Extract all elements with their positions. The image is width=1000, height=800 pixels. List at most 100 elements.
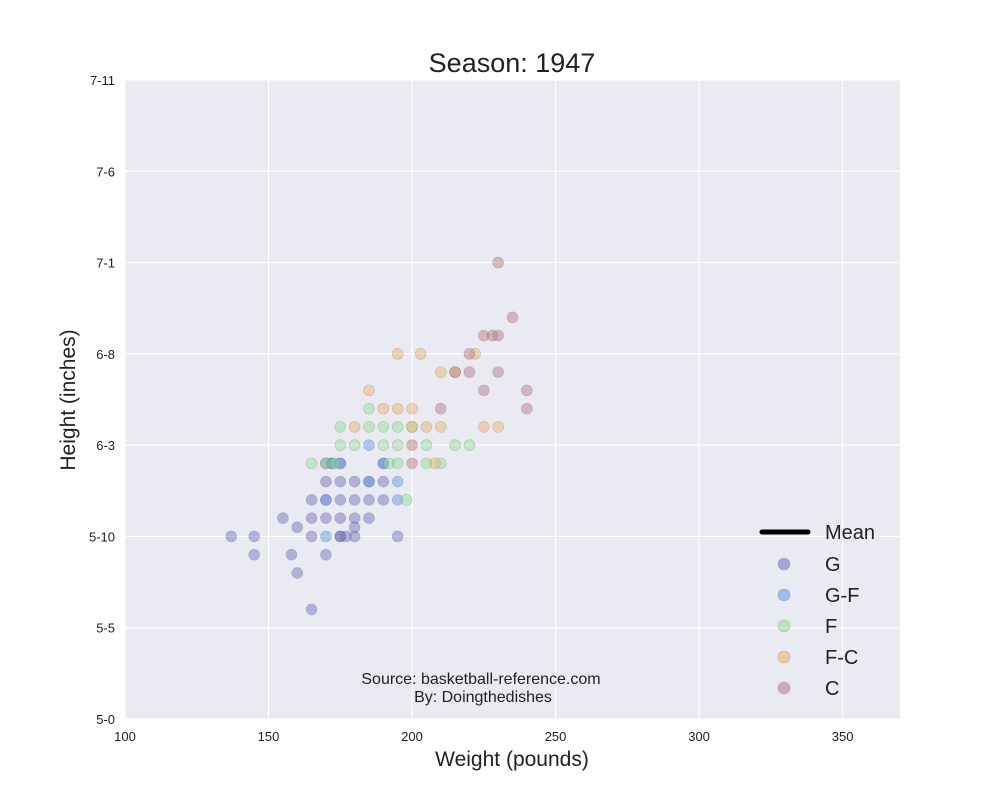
data-point: [492, 421, 504, 433]
x-tick-label: 150: [258, 729, 280, 744]
data-point: [406, 421, 418, 433]
data-point: [434, 402, 447, 415]
data-point: [248, 548, 260, 561]
data-point: [363, 421, 375, 433]
plot-area: [125, 80, 900, 719]
data-point: [391, 348, 404, 360]
data-point: [305, 457, 318, 470]
data-point: [420, 457, 433, 470]
data-point: [492, 366, 504, 378]
series-f: [305, 402, 476, 506]
data-point: [305, 494, 318, 506]
data-point: [391, 475, 404, 488]
data-point: [477, 421, 490, 433]
y-tick-label: 5-0: [96, 712, 115, 727]
data-point: [320, 548, 332, 561]
data-point: [334, 512, 347, 524]
data-point: [363, 402, 375, 415]
data-point: [320, 475, 332, 488]
data-point: [320, 457, 332, 470]
data-point: [492, 329, 504, 342]
data-point: [449, 439, 461, 451]
y-tick-label: 7-11: [90, 73, 115, 88]
data-point: [434, 457, 447, 470]
data-point: [391, 421, 404, 433]
data-point: [469, 348, 481, 360]
data-point: [248, 530, 260, 543]
data-point: [406, 439, 418, 451]
x-tick-label: 250: [545, 729, 567, 744]
data-point: [305, 530, 318, 543]
data-point: [477, 384, 490, 397]
chart-title: Season: 1947: [429, 48, 596, 78]
data-point: [348, 421, 361, 433]
data-point: [334, 530, 347, 543]
data-point: [391, 530, 404, 543]
x-tick-label: 100: [114, 729, 136, 744]
data-point: [363, 475, 375, 488]
data-point: [363, 494, 375, 506]
data-point: [363, 512, 375, 524]
data-point: [400, 494, 413, 506]
legend-marker-f: [777, 619, 791, 633]
data-point: [348, 439, 361, 451]
data-point: [334, 457, 347, 470]
data-point: [340, 530, 352, 543]
data-point: [377, 439, 390, 451]
data-point: [320, 494, 332, 506]
data-point: [348, 494, 361, 506]
data-point: [348, 530, 361, 543]
data-point: [377, 457, 390, 470]
y-tick-label: 5-10: [89, 529, 115, 544]
grid-lines: [124, 79, 900, 720]
data-point: [434, 421, 447, 433]
data-point: [334, 439, 347, 451]
legend-label-g: G: [825, 554, 841, 576]
data-point: [320, 512, 332, 524]
y-tick-label: 7-6: [96, 164, 115, 179]
x-tick-label: 350: [832, 729, 854, 744]
legend-marker-g: [777, 557, 791, 571]
data-point: [420, 439, 433, 451]
data-point: [334, 421, 347, 433]
legend-marker-c: [777, 681, 791, 695]
y-tick-label: 5-5: [96, 621, 115, 636]
data-point: [334, 475, 347, 488]
data-point: [449, 366, 461, 378]
data-point: [334, 457, 347, 470]
data-point: [363, 475, 375, 488]
data-point: [463, 366, 476, 378]
legend-marker-f-c: [777, 650, 791, 664]
series-c: [406, 256, 533, 470]
data-point: [328, 457, 341, 470]
data-point: [277, 512, 289, 524]
author-annotation: By: Doingthedishes: [414, 689, 552, 706]
y-tick-label: 7-1: [96, 256, 115, 271]
data-point: [463, 348, 476, 360]
data-point: [391, 494, 404, 506]
data-point: [420, 421, 433, 433]
data-point: [334, 530, 347, 543]
data-point: [406, 402, 418, 415]
data-point: [463, 439, 476, 451]
data-point: [305, 603, 318, 616]
data-point: [348, 521, 361, 534]
x-tick-label: 300: [688, 729, 710, 744]
data-point: [348, 512, 361, 524]
series-f-c: [348, 348, 504, 470]
legend-label-c: C: [825, 678, 839, 700]
data-point: [305, 512, 318, 524]
data-points: [225, 256, 533, 616]
data-point: [285, 548, 298, 561]
data-point: [506, 311, 519, 324]
data-point: [449, 366, 461, 378]
y-axis-title: Height (inches): [57, 329, 80, 470]
x-tick-label: 200: [401, 729, 423, 744]
data-point: [225, 530, 238, 543]
y-tick-label: 6-3: [96, 438, 115, 453]
legend: Mean G G-F F F-C C: [759, 522, 875, 700]
data-point: [363, 439, 375, 451]
data-point: [521, 384, 533, 397]
legend-mean-label: Mean: [825, 522, 875, 544]
